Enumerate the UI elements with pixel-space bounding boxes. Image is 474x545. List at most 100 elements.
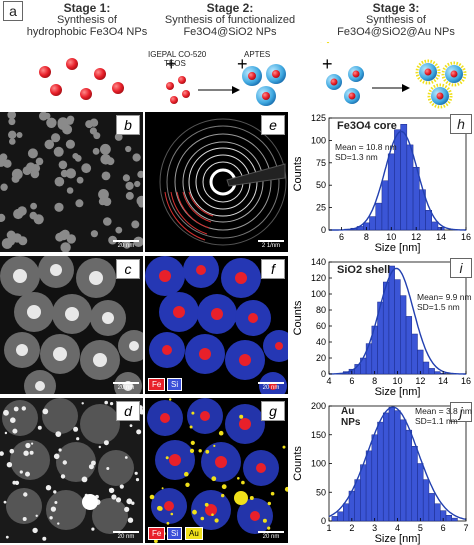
stage2-heading: Stage 2: <box>206 1 254 15</box>
stage2-line2: Synthesis of functionalized <box>164 14 296 26</box>
legend-au-g: Au <box>185 527 203 540</box>
y-tick-label: 140 <box>311 257 326 267</box>
stage2-plus-left: + <box>166 54 177 74</box>
histogram-bar <box>445 515 452 522</box>
histogram-i-title: SiO2 shell <box>337 264 391 276</box>
panel-g-image <box>145 398 288 543</box>
legend-si-g: Si <box>167 527 183 540</box>
reagent-igepal: IGEPAL CO-520 <box>148 50 207 59</box>
histogram-bar <box>394 279 401 375</box>
x-tick-label: 6 <box>441 523 446 533</box>
histogram-j: 1 2 3 4 5 6 7 0 50 100 150 200 Size [nm] Counts j Au … <box>291 400 474 545</box>
panel-b: b 20 nm <box>0 112 143 252</box>
stage3-title: Stage 3: Synthesis of Fe3O4@SiO2@Au NPs <box>318 2 474 38</box>
stage3-gold-particles <box>415 59 467 109</box>
histogram-bar <box>382 281 390 375</box>
y-tick-label: 150 <box>311 430 326 440</box>
histogram-i-letter: i <box>450 258 472 278</box>
label-a: a <box>3 1 23 21</box>
x-tick-label: 6 <box>339 232 344 242</box>
histogram-bar <box>406 144 414 231</box>
histogram-bar <box>369 216 376 231</box>
y-tick-label: 0 <box>321 369 326 379</box>
stage3-coated <box>326 66 364 104</box>
histogram-bar <box>375 202 383 231</box>
x-tick-label: 14 <box>438 376 448 386</box>
histogram-bar <box>400 295 407 375</box>
histogram-h-sd: SD=1.3 nm <box>335 152 378 162</box>
histogram-bar <box>388 406 395 522</box>
panel-b-scale: 20 nm <box>113 240 139 249</box>
reagent-teos: TEOS <box>164 59 186 68</box>
histogram-bar <box>388 265 395 375</box>
x-axis-label: Size [nm] <box>375 386 421 398</box>
x-axis-label: Size [nm] <box>375 242 421 254</box>
histogram-bar <box>412 167 420 231</box>
stage2-plus-right: + <box>237 54 248 74</box>
histogram-bar <box>431 221 439 231</box>
x-tick-label: 8 <box>364 232 369 242</box>
stage1-particles <box>39 58 124 100</box>
x-tick-label: 7 <box>463 523 468 533</box>
panel-d-letter: d <box>116 401 140 421</box>
histogram-bar <box>343 503 350 522</box>
panel-e-scale: 2 1/nm <box>258 240 284 249</box>
y-tick-label: 200 <box>311 401 326 411</box>
gold-seeds <box>320 42 330 44</box>
y-tick-label: 125 <box>311 113 326 123</box>
y-tick-label: 20 <box>316 353 326 363</box>
y-axis-label: Counts <box>292 156 304 191</box>
histogram-j-mean: Mean = 3.8 nm <box>415 406 472 416</box>
legend-si-f: Si <box>167 378 183 391</box>
panel-d-image <box>0 398 143 543</box>
panel-c-scale: 20 nm <box>113 382 139 391</box>
panel-g: g Fe Si Au 20 nm <box>145 398 288 543</box>
y-axis-label: Counts <box>292 300 304 335</box>
panel-c-image <box>0 256 143 394</box>
histogram-bar <box>394 410 401 522</box>
x-tick-label: 2 <box>349 523 354 533</box>
x-tick-label: 14 <box>436 232 446 242</box>
stage2-line3: Fe3O4@SiO2 NPs <box>183 26 277 38</box>
y-tick-label: 60 <box>316 321 326 331</box>
y-axis-label: Counts <box>292 446 304 481</box>
histogram-bar <box>434 371 441 375</box>
histogram-h-svg: 6 8 10 12 14 16 0 25 50 75 100 125 Size [nm] Counts <box>292 113 471 254</box>
histogram-bar <box>417 349 424 375</box>
stage1-heading: Stage 1: <box>63 1 111 15</box>
histogram-i: 4 6 8 10 12 14 16 0 20 40 60 80 100 120 140 Size [nm] Co… <box>291 256 474 398</box>
histogram-bar <box>428 493 435 522</box>
histogram-bar <box>400 419 407 522</box>
panel-c-letter: c <box>116 259 140 279</box>
histogram-bar <box>434 503 441 522</box>
histogram-bar <box>382 412 390 522</box>
y-tick-label: 0 <box>321 516 326 526</box>
histogram-bar <box>387 153 395 231</box>
panel-g-scale: 20 nm <box>258 531 284 540</box>
y-tick-label: 80 <box>316 305 326 315</box>
y-tick-label: 120 <box>311 273 326 283</box>
stage2-coated <box>242 64 286 106</box>
histogram-bar <box>337 511 344 522</box>
histogram-j-letter: j <box>450 402 472 422</box>
histogram-j-title: Au NPs <box>341 406 361 428</box>
histogram-h-title: Fe3O4 core <box>337 120 397 132</box>
x-tick-label: 8 <box>372 376 377 386</box>
x-tick-label: 1 <box>326 523 331 533</box>
histogram-i-sd: SD=1.5 nm <box>417 302 460 312</box>
stage3-line3: Fe3O4@SiO2@Au NPs <box>337 26 455 38</box>
x-tick-label: 4 <box>326 376 331 386</box>
stage3-line2: Synthesis of <box>366 14 426 26</box>
x-tick-label: 6 <box>349 376 354 386</box>
panel-c: c 20 nm <box>0 256 143 394</box>
histogram-bar <box>451 517 458 522</box>
histogram-bar <box>371 434 378 522</box>
histogram-i-mean: Mean= 9.9 nm <box>417 292 472 302</box>
synthesis-schematic: + + + <box>39 42 467 109</box>
panel-e-image <box>145 112 288 252</box>
panel-d-scale: 20 nm <box>113 531 139 540</box>
stage1-line3: hydrophobic Fe3O4 NPs <box>26 26 148 38</box>
histogram-bar <box>425 210 432 231</box>
histogram-j-svg: 1 2 3 4 5 6 7 0 50 100 150 200 Size [nm] Counts <box>292 401 469 545</box>
histogram-bar <box>428 368 435 375</box>
